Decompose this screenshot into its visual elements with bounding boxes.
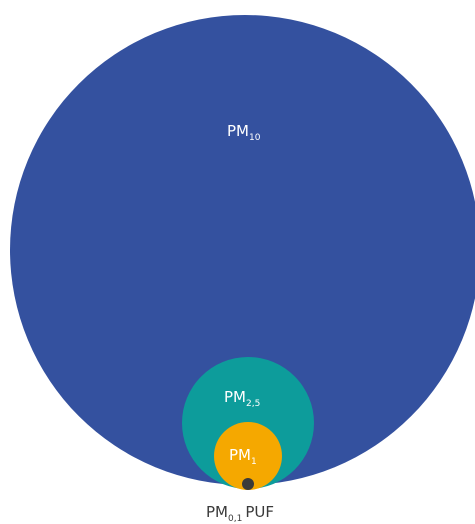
pm1-label-main: PM: [229, 446, 251, 464]
pm1-label-sub: 1: [251, 457, 257, 467]
pm10-label: PM10: [227, 122, 261, 143]
pm10-label-sub: 10: [249, 133, 261, 143]
pm10-label-main: PM: [227, 122, 249, 140]
pm25-label: PM2,5: [224, 388, 260, 409]
pm01-label-main: PM: [206, 503, 228, 521]
pm01-dot: [242, 478, 254, 490]
pm01-label-sub: 0,1: [228, 514, 242, 524]
pm25-label-main: PM: [224, 388, 246, 406]
pm1-label: PM1: [229, 446, 257, 467]
pm10-circle: [10, 15, 475, 485]
pm01-label: PM0,1 PUF: [206, 503, 274, 524]
pm01-label-suffix: PUF: [245, 503, 274, 521]
pm1-circle: [214, 422, 282, 490]
pm25-label-sub: 2,5: [246, 399, 260, 409]
